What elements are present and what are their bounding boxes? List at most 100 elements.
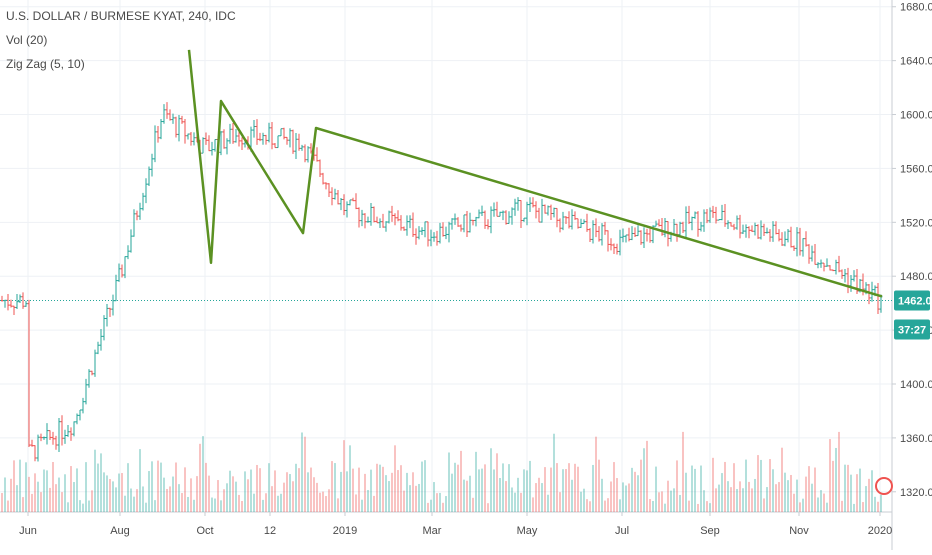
- y-tick-label: 1400.0: [900, 379, 932, 391]
- volume-bar: [313, 477, 315, 512]
- volume-bar: [457, 464, 459, 512]
- volume-bar: [604, 500, 606, 512]
- volume-bar: [715, 488, 717, 512]
- volume-bar: [706, 501, 708, 512]
- volume-bar: [634, 471, 636, 512]
- volume-bar: [481, 468, 483, 512]
- volume-bar: [586, 499, 588, 512]
- volume-bar: [49, 487, 51, 512]
- volume-bar: [433, 482, 435, 512]
- volume-bar: [499, 478, 501, 512]
- volume-bar: [808, 466, 810, 512]
- volume-bar: [322, 491, 324, 512]
- volume-bar: [229, 470, 231, 512]
- volume-bar: [247, 479, 249, 512]
- volume-bar: [208, 475, 210, 512]
- volume-bar: [517, 477, 519, 512]
- volume-bar: [97, 463, 99, 512]
- volume-bar: [565, 469, 567, 512]
- volume-bar: [748, 481, 750, 512]
- volume-bar: [157, 460, 159, 512]
- volume-bar: [73, 482, 75, 512]
- volume-bar: [496, 453, 498, 512]
- volume-bar: [115, 487, 117, 512]
- volume-bar: [181, 493, 183, 512]
- volume-bar: [205, 462, 207, 512]
- volume-bar: [589, 501, 591, 512]
- volume-bar: [76, 468, 78, 512]
- volume-bar: [277, 495, 279, 512]
- volume-bar: [163, 477, 165, 512]
- volume-bar: [4, 477, 6, 512]
- volume-bar: [697, 503, 699, 512]
- volume-bar: [655, 466, 657, 512]
- volume-bar: [127, 463, 129, 512]
- volume-bar: [364, 473, 366, 512]
- volume-bar: [469, 475, 471, 512]
- volume-bar: [829, 439, 831, 512]
- volume-bar: [337, 498, 339, 512]
- x-tick-label: 12: [264, 525, 276, 537]
- volume-bar: [700, 465, 702, 512]
- y-tick-label: 1600.0: [900, 110, 932, 122]
- zigzag-indicator-label[interactable]: Zig Zag (5, 10): [6, 57, 85, 71]
- volume-bar: [577, 466, 579, 512]
- volume-bar: [709, 503, 711, 512]
- volume-bar: [796, 479, 798, 512]
- volume-bar: [412, 472, 414, 512]
- alert-icon[interactable]: [875, 477, 893, 495]
- volume-bar: [544, 467, 546, 512]
- volume-bar: [733, 463, 735, 512]
- volume-bar: [787, 480, 789, 512]
- volume-bar: [535, 483, 537, 512]
- volume-bar: [193, 499, 195, 512]
- volume-bar: [511, 487, 513, 512]
- x-tick-label: Nov: [789, 525, 809, 537]
- volume-bar: [526, 470, 528, 512]
- volume-bar: [262, 499, 264, 512]
- volume-bar: [175, 462, 177, 512]
- volume-bar: [628, 483, 630, 512]
- volume-indicator-label[interactable]: Vol (20): [6, 33, 48, 47]
- volume-bar: [460, 450, 462, 512]
- volume-bar: [418, 483, 420, 512]
- y-tick-label: 1320.0: [900, 487, 932, 499]
- volume-bar: [841, 500, 843, 512]
- volume-bar: [802, 498, 804, 512]
- volume-bar: [352, 468, 354, 512]
- volume-bar: [397, 470, 399, 512]
- volume-bar: [529, 460, 531, 512]
- volume-bar: [274, 470, 276, 512]
- volume-bar: [688, 500, 690, 512]
- volume-bar: [703, 490, 705, 512]
- volume-bar: [7, 500, 9, 512]
- volume-bar: [358, 467, 360, 512]
- volume-bar: [145, 502, 147, 512]
- volume-bar: [235, 481, 237, 512]
- volume-bar: [448, 452, 450, 512]
- volume-bar: [622, 482, 624, 512]
- volume-bar: [682, 431, 684, 512]
- volume-bar: [736, 489, 738, 512]
- volume-bar: [298, 468, 300, 512]
- volume-bar: [742, 488, 744, 512]
- volume-bar: [307, 472, 309, 512]
- volume-bar: [658, 492, 660, 512]
- volume-bar: [661, 491, 663, 512]
- volume-bar: [88, 500, 90, 512]
- volume-bar: [421, 461, 423, 512]
- volume-bar: [475, 451, 477, 512]
- volume-bar: [103, 472, 105, 512]
- volume-bar: [121, 473, 123, 512]
- volume-bar: [547, 494, 549, 512]
- volume-bar: [478, 469, 480, 512]
- x-tick-label: Aug: [110, 525, 130, 537]
- volume-bar: [94, 449, 96, 512]
- volume-bar: [679, 494, 681, 512]
- volume-bar: [118, 473, 120, 512]
- volume-bar: [436, 493, 438, 512]
- volume-bar: [256, 464, 258, 512]
- volume-bar: [625, 485, 627, 512]
